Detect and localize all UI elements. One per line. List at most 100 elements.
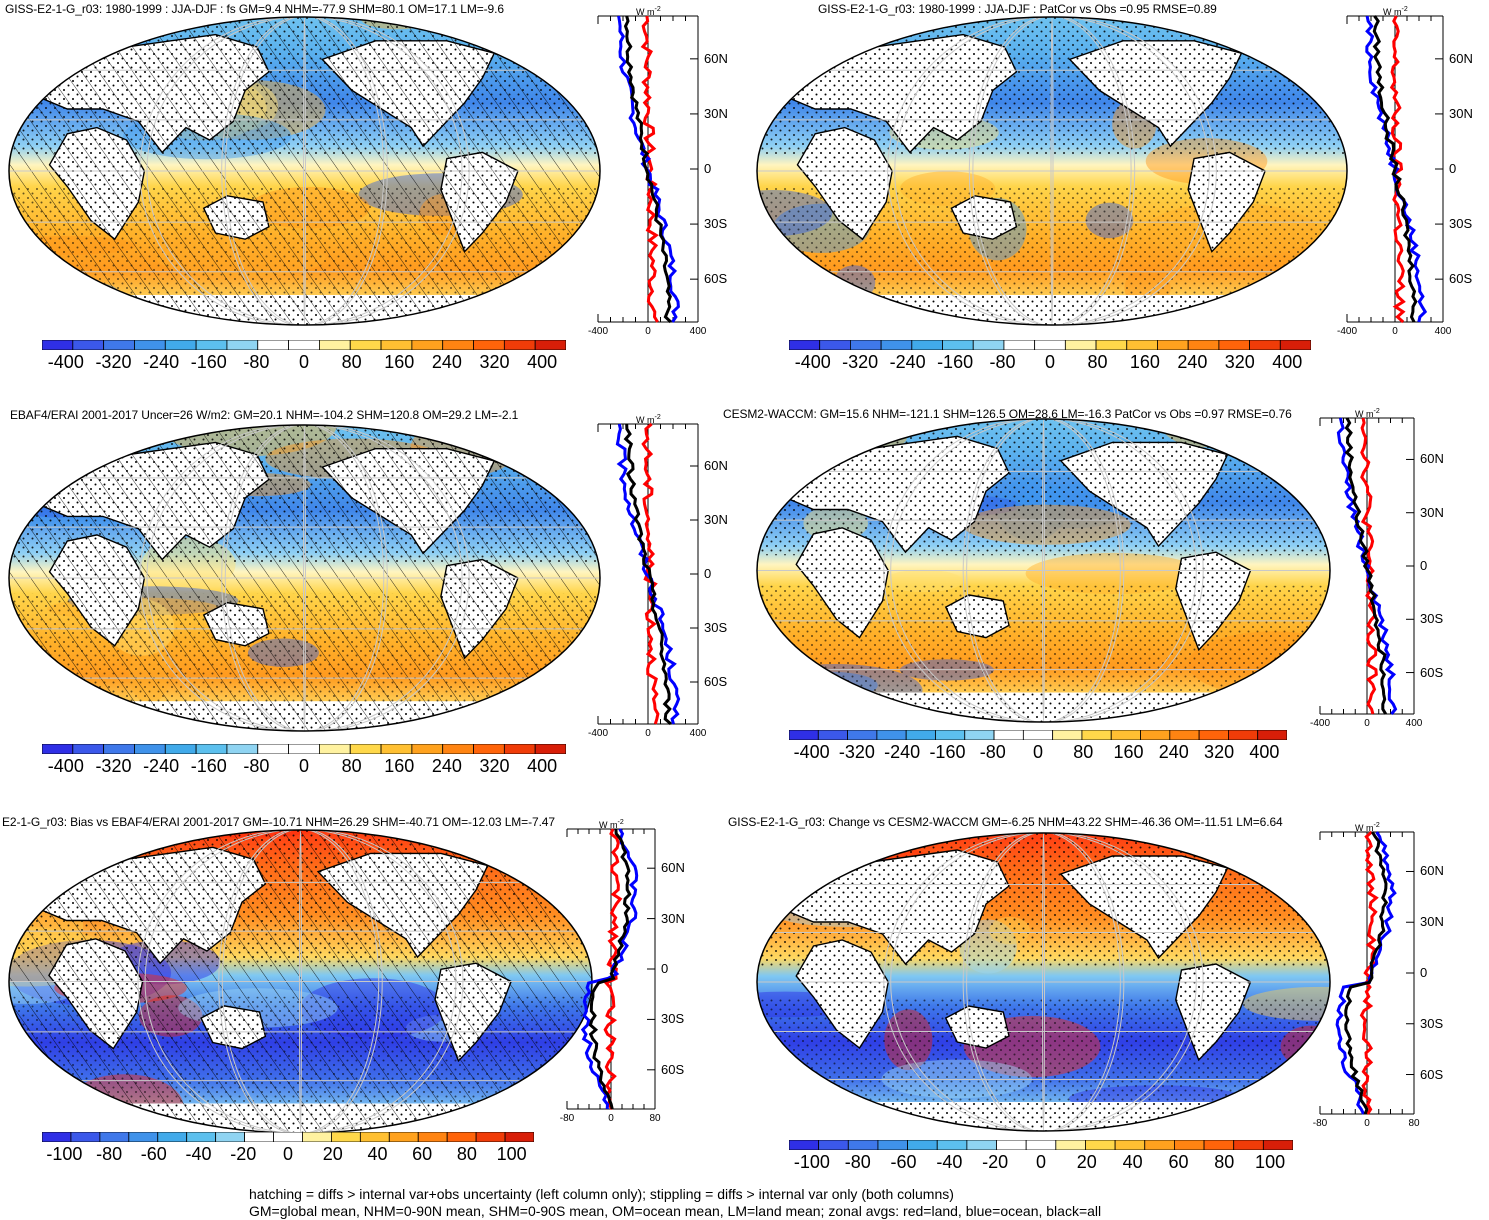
units-text: W m — [636, 7, 655, 17]
colorbar-label: 160 — [384, 756, 415, 776]
zonal-profile — [1319, 830, 1415, 1115]
colorbar-label: -80 — [243, 352, 270, 372]
lat-tick-label: 60S — [704, 674, 728, 689]
panel-title: GISS-E2-1-G_r03: 1980-1999 : JJA-DJF : P… — [818, 2, 1217, 16]
units-exponent: -2 — [654, 6, 661, 13]
colorbar-swatch — [319, 340, 351, 350]
continent-outline — [474, 840, 524, 867]
profile-tick-label: 0 — [1392, 326, 1398, 337]
zonal-all-line — [1344, 831, 1389, 1115]
colorbar-label: 0 — [1044, 352, 1056, 372]
colorbar-swatch — [847, 730, 878, 740]
colorbar-label: 80 — [1073, 742, 1094, 762]
colorbar-swatch — [1257, 730, 1287, 740]
colorbar-swatch — [504, 1132, 534, 1142]
lat-tick-label: 30N — [704, 105, 728, 121]
colorbar-swatch — [226, 340, 259, 350]
map-border — [756, 16, 1348, 326]
colorbar-label: -320 — [95, 756, 132, 776]
lat-tick-label: 30S — [1449, 216, 1473, 232]
lat-tick-label: 60S — [1449, 271, 1473, 287]
world-map — [8, 424, 601, 732]
colorbar-swatch — [164, 744, 197, 754]
colorbar — [42, 744, 566, 754]
units-label: W m-2 — [1355, 408, 1380, 419]
lat-tick-label: 30S — [1420, 1015, 1444, 1031]
colorbar — [42, 340, 566, 350]
colorbar-label: 80 — [341, 756, 362, 776]
units-label: W m-2 — [1383, 6, 1408, 17]
zonal-profile — [1319, 417, 1415, 715]
colorbar-label: 160 — [1129, 352, 1160, 372]
profile-tick-label: 400 — [1434, 326, 1452, 337]
lat-tick-label: 30S — [661, 1011, 685, 1027]
zonal-ocean-line — [1336, 417, 1398, 715]
colorbar — [789, 730, 1287, 740]
colorbar-label: 0 — [1035, 1152, 1047, 1172]
colorbar-label: 0 — [282, 1144, 294, 1164]
colorbar-label: 0 — [298, 352, 310, 372]
colorbar-swatch — [966, 1140, 997, 1150]
colorbar-label: 240 — [431, 756, 462, 776]
units-text: W m — [1355, 409, 1374, 419]
colorbar-label: 80 — [1087, 352, 1108, 372]
colorbar-label: -400 — [793, 742, 830, 762]
colorbar-label: 400 — [527, 756, 558, 776]
continent-outline — [1214, 843, 1264, 869]
colorbar-label: -160 — [190, 756, 227, 776]
colorbar-label: -240 — [143, 352, 180, 372]
colorbar-swatch — [1174, 1140, 1205, 1150]
colorbar-swatch — [380, 340, 413, 350]
panel-title: GISS-E2-1-G_r03: Change vs CESM2-WACCM G… — [728, 815, 1283, 829]
colorbar-swatch — [42, 340, 74, 350]
world-map — [8, 829, 593, 1134]
colorbar-swatch — [935, 730, 966, 740]
lat-tick-label: 60S — [1420, 1066, 1444, 1082]
colorbar-label: 0 — [298, 756, 310, 776]
colorbar-label: 40 — [367, 1144, 388, 1164]
units-exponent: -2 — [1401, 6, 1408, 13]
colorbar-swatch — [195, 340, 228, 350]
colorbar-swatch — [877, 1140, 908, 1150]
lat-tick-label: 30S — [1420, 611, 1444, 627]
units-exponent: -2 — [1373, 822, 1380, 829]
colorbar — [789, 340, 1311, 350]
colorbar-label: 400 — [1249, 742, 1280, 762]
colorbar-swatch — [905, 730, 936, 740]
colorbar-swatch — [331, 1132, 361, 1142]
colorbar-swatch — [134, 340, 166, 350]
colorbar-swatch — [880, 340, 913, 350]
colorbar-swatch — [1055, 1140, 1086, 1150]
colorbar-swatch — [993, 730, 1024, 740]
profile-tick-label: -400 — [1309, 718, 1331, 729]
colorbar-swatch — [1064, 340, 1097, 350]
colorbar-swatch — [103, 340, 135, 350]
colorbar-swatch — [411, 744, 444, 754]
colorbar-swatch — [936, 1140, 968, 1150]
colorbar-swatch — [134, 744, 166, 754]
colorbar-label: 320 — [479, 352, 510, 372]
colorbar-swatch — [302, 1132, 332, 1142]
colorbar-swatch — [1249, 340, 1281, 350]
profile-tick-label: -400 — [587, 728, 609, 739]
colorbar-swatch — [1003, 340, 1036, 350]
colorbar-swatch — [417, 1132, 448, 1142]
colorbar-swatch — [1140, 730, 1171, 740]
colorbar-label: -20 — [230, 1144, 257, 1164]
colorbar-label: -400 — [794, 352, 831, 372]
colorbar-swatch — [1218, 340, 1250, 350]
zonal-profile — [597, 422, 699, 726]
lat-tick-label: 30S — [704, 620, 728, 635]
lat-tick-label: 60S — [661, 1061, 685, 1077]
profile-tick-label: 0 — [1364, 718, 1370, 729]
units-text: W m — [1355, 823, 1374, 833]
zonal-all-line — [1344, 417, 1387, 715]
colorbar-swatch — [964, 730, 995, 740]
colorbar-label: 400 — [527, 352, 558, 372]
lat-tick-label: 60N — [661, 860, 685, 876]
colorbar-swatch — [226, 744, 259, 754]
colorbar-label: 100 — [496, 1144, 527, 1164]
colorbar-swatch — [164, 340, 197, 350]
colorbar-swatch — [442, 744, 474, 754]
footer-line-2: GM=global mean, NHM=0-90N mean, SHM=0-90… — [249, 1203, 1102, 1219]
